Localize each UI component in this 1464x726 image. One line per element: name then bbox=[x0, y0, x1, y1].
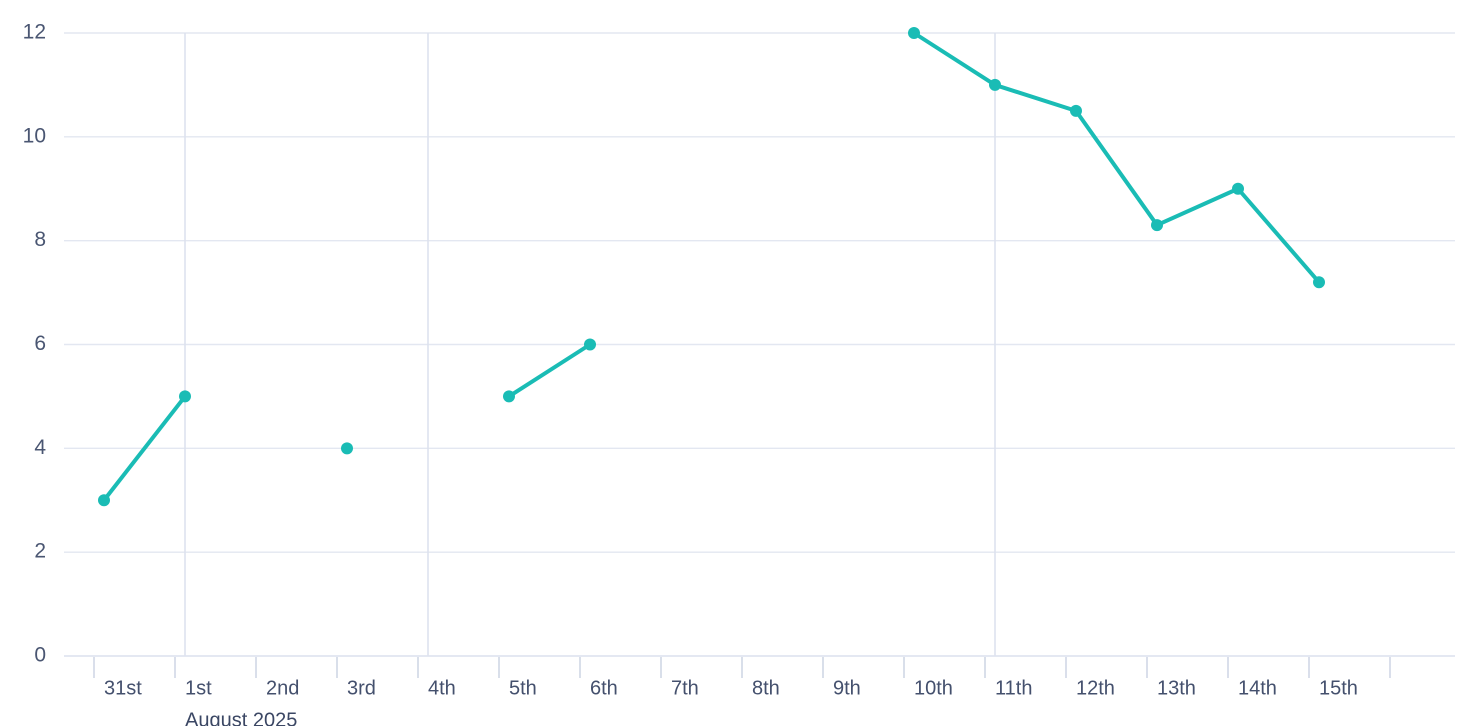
series-line-segment bbox=[102, 394, 187, 503]
data-point-marker[interactable] bbox=[1313, 276, 1325, 289]
horizontal-gridlines bbox=[64, 32, 1455, 657]
x-axis-tick-label: 13th bbox=[1157, 678, 1196, 700]
data-point-marker[interactable] bbox=[1151, 219, 1163, 232]
data-point-marker[interactable] bbox=[584, 338, 596, 351]
x-axis-tick-label: 4th bbox=[428, 678, 456, 700]
series-line-segment bbox=[912, 31, 1321, 285]
x-axis-tick-label: 3rd bbox=[347, 678, 376, 700]
x-axis-tick-label: 1st bbox=[185, 678, 212, 700]
x-axis-tick-label: 5th bbox=[509, 678, 537, 700]
y-axis-tick-label: 10 bbox=[23, 124, 46, 147]
data-point-marker[interactable] bbox=[989, 78, 1001, 91]
y-axis-tick-label: 4 bbox=[34, 436, 46, 459]
data-point-marker[interactable] bbox=[98, 494, 110, 507]
x-axis-tick-label: 6th bbox=[590, 678, 618, 700]
data-point-marker[interactable] bbox=[1232, 182, 1244, 195]
data-point-marker[interactable] bbox=[503, 390, 515, 403]
series-line-segment bbox=[507, 342, 592, 399]
series-markers bbox=[98, 27, 1325, 507]
x-axis-tick-label: 14th bbox=[1238, 678, 1277, 700]
data-point-marker[interactable] bbox=[341, 442, 353, 455]
x-axis-tick-label: 10th bbox=[914, 678, 953, 700]
x-axis-tick-label: 8th bbox=[752, 678, 780, 700]
x-axis-month-label: August 2025 bbox=[185, 710, 297, 726]
y-axis-tick-label: 2 bbox=[34, 540, 46, 563]
y-axis-tick-label: 8 bbox=[34, 228, 46, 251]
x-axis-tick-label: 7th bbox=[671, 678, 699, 700]
data-point-marker[interactable] bbox=[179, 390, 191, 403]
y-axis-tick-label: 0 bbox=[34, 644, 46, 667]
x-axis-tick-label: 11th bbox=[995, 678, 1032, 700]
x-axis-tick-label: 12th bbox=[1076, 678, 1115, 700]
y-axis-tick-label: 12 bbox=[23, 21, 46, 44]
x-axis-tick-label: 9th bbox=[833, 678, 861, 700]
x-axis-tick-label: 15th bbox=[1319, 678, 1358, 700]
x-axis-tick-labels: 31st 1st 2nd 3rd 4th 5th 6th 7th 8th 9th 10th 11th 1… bbox=[104, 678, 1358, 700]
data-point-marker[interactable] bbox=[908, 27, 920, 39]
x-axis-tick-marks bbox=[93, 657, 1391, 678]
data-point-marker[interactable] bbox=[1070, 104, 1082, 117]
x-axis-tick-label: 2nd bbox=[266, 678, 299, 700]
y-axis-tick-label: 6 bbox=[34, 332, 46, 355]
x-axis-tick-label: 31st bbox=[104, 678, 142, 700]
vertical-gridlines bbox=[184, 33, 996, 656]
y-axis-tick-labels: 0 2 4 6 8 10 12 bbox=[23, 21, 47, 667]
x-axis-month-label: August 2025 bbox=[185, 710, 297, 726]
series-lines bbox=[102, 31, 1321, 503]
